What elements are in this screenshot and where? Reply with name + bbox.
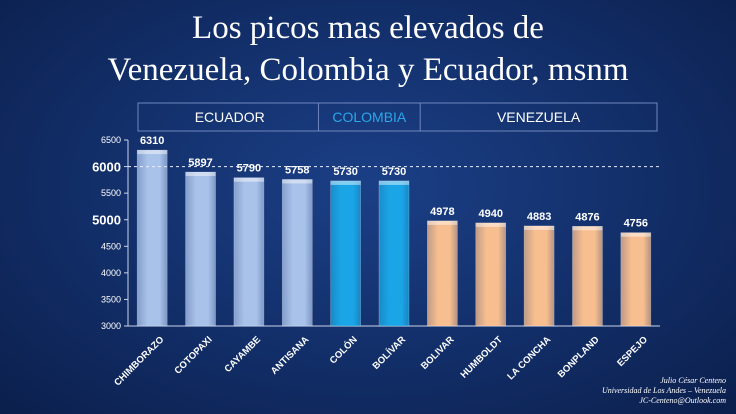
bar-value-label: 4756 xyxy=(624,218,648,230)
group-label-venezuela: VENEZUELA xyxy=(497,109,581,125)
bar-cap xyxy=(620,232,651,237)
bar xyxy=(475,222,507,327)
y-tick-label: 4500 xyxy=(101,241,121,251)
category-label: LA CONCHA xyxy=(505,334,553,382)
category-label: HUMBOLDT xyxy=(459,334,505,380)
bar-value-label: 4978 xyxy=(430,206,454,218)
credits-author: Julio César Centeno xyxy=(660,376,726,385)
y-tick-label: 3500 xyxy=(101,294,121,304)
category-label: COTOPAXI xyxy=(172,334,214,376)
bar xyxy=(233,177,265,327)
bar-cap xyxy=(572,226,603,231)
bar xyxy=(281,179,313,327)
y-tick-label: 5500 xyxy=(101,188,121,198)
category-label: BOLÍVAR xyxy=(371,334,409,372)
bar-value-label: 4883 xyxy=(527,211,551,223)
bar-value-label: 5730 xyxy=(333,166,357,178)
y-tick-label: 5000 xyxy=(92,213,121,228)
bar xyxy=(185,171,216,327)
bar-cap xyxy=(427,220,458,225)
category-label: ANTISANA xyxy=(269,334,312,377)
bar-value-label: 4876 xyxy=(575,211,599,223)
group-label-colombia: COLOMBIA xyxy=(332,109,407,125)
bar-cap xyxy=(282,179,313,184)
bar-cap xyxy=(379,180,409,185)
category-label: CAYAMBE xyxy=(223,334,264,375)
bar-value-label: 5790 xyxy=(237,163,261,175)
chart-title-line-2: Venezuela, Colombia y Ecuador, msnm xyxy=(107,52,629,88)
bar xyxy=(136,149,168,327)
bar-cap xyxy=(137,150,168,155)
credits-email: JC-Centeno@Outlook.com xyxy=(639,396,726,405)
y-tick-label: 6500 xyxy=(101,135,121,145)
bar-value-label: 5730 xyxy=(382,166,406,178)
y-tick-label: 3000 xyxy=(101,321,121,331)
bar xyxy=(378,180,410,327)
bar-cap xyxy=(185,172,216,177)
y-tick-label: 4000 xyxy=(101,268,121,278)
bar xyxy=(620,232,652,327)
bar-value-label: 5897 xyxy=(188,157,212,169)
credits: Julio César Centeno Universidad de Los A… xyxy=(602,376,726,406)
credits-affiliation: Universidad de Los Andes – Venezuela xyxy=(601,386,726,395)
bar-value-label: 5758 xyxy=(285,164,309,176)
bar-cap xyxy=(475,222,506,227)
group-header-frame xyxy=(137,102,658,132)
bar-value-label: 4940 xyxy=(478,208,502,220)
bar xyxy=(523,225,555,327)
bar-cap xyxy=(524,225,555,230)
bar xyxy=(330,180,361,327)
chart-title-line-1: Los picos mas elevados de xyxy=(192,10,544,46)
bar xyxy=(427,220,458,327)
category-label: BOLIVAR xyxy=(419,334,457,372)
category-label: COLÓN xyxy=(327,334,360,367)
bar xyxy=(572,226,603,327)
category-label: ESPEJO xyxy=(615,334,650,369)
category-label: BONPLAND xyxy=(556,334,602,380)
bar-cap xyxy=(233,177,264,182)
category-label: CHIMBORAZO xyxy=(112,334,166,388)
group-label-ecuador: ECUADOR xyxy=(195,109,265,125)
y-tick-label: 6000 xyxy=(92,160,121,175)
bar-value-label: 6310 xyxy=(140,135,164,147)
bar-cap xyxy=(330,180,361,185)
